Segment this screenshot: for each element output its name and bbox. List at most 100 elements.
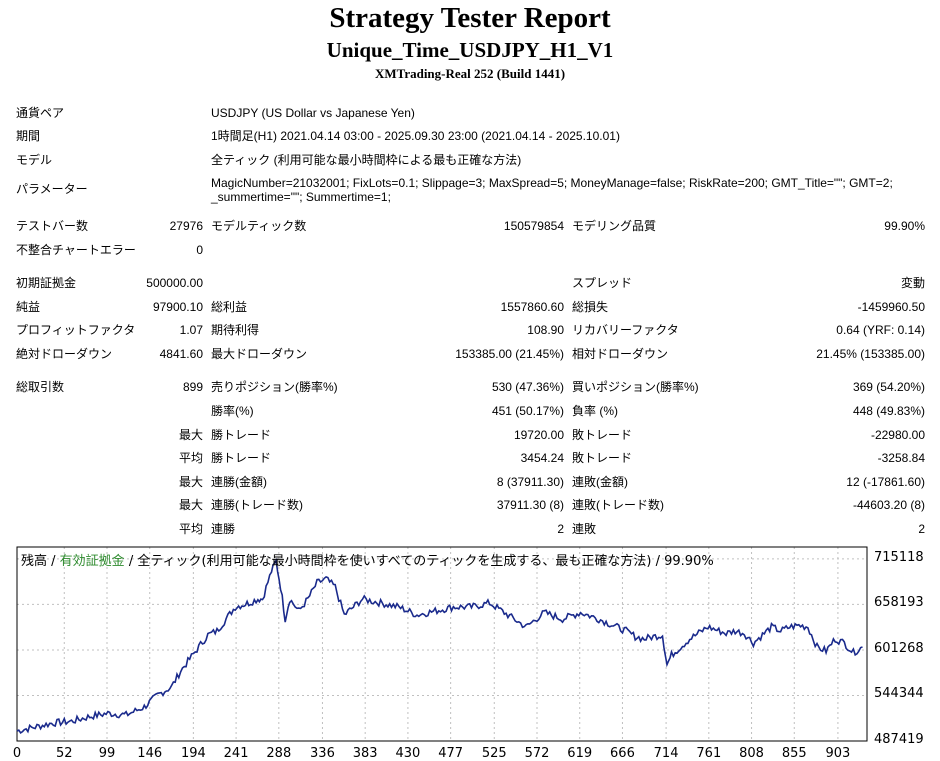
- avg-cons-win-value: 2: [557, 522, 564, 536]
- cons-profit-label: 連勝(トレード数): [211, 498, 303, 512]
- cons-losses-amt-label: 連敗(金額): [572, 475, 628, 489]
- bars-label: テストバー数: [16, 219, 89, 233]
- avg-cons-win-label: 連勝: [211, 522, 236, 536]
- pf-value: 1.07: [179, 323, 203, 337]
- largest-word: 最大: [178, 428, 203, 442]
- report-title: Strategy Tester Report: [329, 2, 611, 34]
- max-cons-count-word: 最大: [178, 498, 203, 512]
- largest-win-label: 勝トレード: [211, 428, 272, 442]
- recovery-label: リカバリーファクタ: [572, 323, 679, 337]
- maxdd-label: 最大ドローダウン: [211, 347, 308, 361]
- largest-loss-value: -22980.00: [870, 428, 925, 442]
- long-value: 369 (54.20%): [852, 380, 925, 394]
- x-tick-label: 477: [438, 746, 464, 761]
- x-tick-label: 99: [98, 746, 116, 761]
- y-tick-label: 601268: [874, 640, 924, 656]
- period-value: 1時間足(H1) 2021.04.14 03:00 - 2025.09.30 2…: [211, 129, 620, 143]
- y-tick-label: 544344: [874, 686, 924, 702]
- grossloss-label: 総損失: [572, 300, 609, 314]
- ticks-label: モデルティック数: [211, 219, 307, 233]
- avg-win-label: 勝トレード: [211, 451, 272, 465]
- chart-caption: 残高 / 有効証拠金 / 全ティック(利用可能な最小時間枠を使いすべてのティック…: [21, 550, 714, 569]
- grossprofit-value: 1557860.60: [500, 300, 564, 314]
- model-value: 全ティック (利用可能な最小時間枠による最も正確な方法): [211, 153, 522, 167]
- x-tick-label: 383: [352, 746, 378, 761]
- report-subtitle: Unique_Time_USDJPY_H1_V1: [326, 38, 614, 62]
- x-tick-label: 336: [310, 746, 335, 761]
- avg-win-value: 3454.24: [520, 451, 564, 465]
- maxdd-value: 153385.00 (21.45%): [455, 347, 564, 361]
- cons-loss-label: 連敗(トレード数): [572, 498, 664, 512]
- x-tick-label: 52: [55, 746, 73, 761]
- deposit-value: 500000.00: [146, 276, 203, 290]
- x-tick-label: 903: [825, 746, 851, 761]
- winrate-label: 勝率(%): [211, 404, 254, 418]
- y-tick-label: 658193: [874, 595, 924, 611]
- symbol-label: 通貨ペア: [16, 106, 65, 120]
- chart-plot-frame: [16, 546, 868, 742]
- report-build: XMTrading-Real 252 (Build 1441): [374, 66, 566, 81]
- symbol-value: USDJPY (US Dollar vs Japanese Yen): [211, 106, 415, 120]
- avg-cons-loss-label: 連敗: [572, 522, 597, 536]
- chart-grid: [17, 547, 867, 741]
- x-tick-label: 288: [266, 746, 292, 761]
- params-line1: MagicNumber=21032001; FixLots=0.1; Slipp…: [211, 176, 893, 190]
- deposit-label: 初期証拠金: [16, 276, 77, 290]
- expected-value: 108.90: [527, 323, 564, 337]
- model-label: モデル: [16, 153, 53, 167]
- largest-win-value: 19720.00: [513, 428, 564, 442]
- pf-label: プロフィットファクタ: [16, 323, 136, 337]
- cons-losses-amt-value: 12 (-17861.60): [846, 475, 925, 489]
- y-tick-label: 487419: [874, 732, 924, 747]
- average-word: 平均: [178, 451, 203, 465]
- x-tick-label: 0: [12, 746, 22, 761]
- grossloss-value: -1459960.50: [857, 300, 925, 314]
- cons-wins-amt-label: 連勝(金額): [211, 475, 267, 489]
- grossprofit-label: 総利益: [211, 300, 248, 314]
- avg-cons-word: 平均: [178, 522, 203, 536]
- params-line2: _summertime=""; Summertime=1;: [211, 190, 391, 204]
- y-tick-label: 715118: [874, 549, 924, 565]
- expected-label: 期待利得: [211, 323, 260, 337]
- lossrate-label: 負率 (%): [572, 404, 618, 418]
- x-tick-label: 430: [395, 746, 421, 761]
- spread-value: 変動: [900, 276, 925, 290]
- x-tick-label: 808: [739, 746, 764, 761]
- errors-label: 不整合チャートエラー: [16, 243, 136, 257]
- absdd-label: 絶対ドローダウン: [16, 347, 113, 361]
- quality-value: 99.90%: [884, 219, 925, 233]
- x-tick-label: 146: [137, 746, 163, 761]
- recovery-value: 0.64 (YRF: 0.14): [836, 323, 925, 337]
- x-tick-label: 525: [481, 746, 507, 761]
- absdd-value: 4841.60: [159, 347, 203, 361]
- balance-series-line: [16, 557, 863, 735]
- trades-value: 899: [182, 380, 203, 394]
- x-tick-label: 241: [223, 746, 249, 761]
- x-tick-label: 619: [567, 746, 593, 761]
- short-label: 売りポジション(勝率%): [211, 380, 338, 394]
- caption-balance: 残高: [21, 554, 48, 569]
- max-cons-word: 最大: [178, 475, 203, 489]
- caption-equity: 有効証拠金: [59, 554, 125, 569]
- params-label: パラメーター: [16, 182, 88, 196]
- caption-sep: /: [47, 554, 60, 569]
- quality-label: モデリング品質: [572, 219, 657, 233]
- period-label: 期間: [16, 129, 41, 143]
- trades-label: 総取引数: [16, 380, 65, 394]
- reldd-label: 相対ドローダウン: [572, 347, 669, 361]
- long-label: 買いポジション(勝率%): [572, 380, 699, 394]
- avg-loss-value: -3258.84: [877, 451, 925, 465]
- reldd-value: 21.45% (153385.00): [816, 347, 925, 361]
- ticks-value: 150579854: [503, 219, 564, 233]
- x-tick-label: 666: [610, 746, 635, 761]
- netprofit-value: 97900.10: [152, 300, 203, 314]
- lossrate-value: 448 (49.83%): [852, 404, 925, 418]
- x-tick-label: 572: [524, 746, 550, 761]
- cons-wins-amt-value: 8 (37911.30): [496, 475, 564, 489]
- x-tick-label: 714: [653, 746, 679, 761]
- spread-label: スプレッド: [572, 276, 633, 290]
- x-tick-label: 855: [781, 746, 807, 761]
- short-value: 530 (47.36%): [491, 380, 564, 394]
- x-tick-label: 194: [180, 746, 206, 761]
- avg-loss-label: 敗トレード: [572, 451, 633, 465]
